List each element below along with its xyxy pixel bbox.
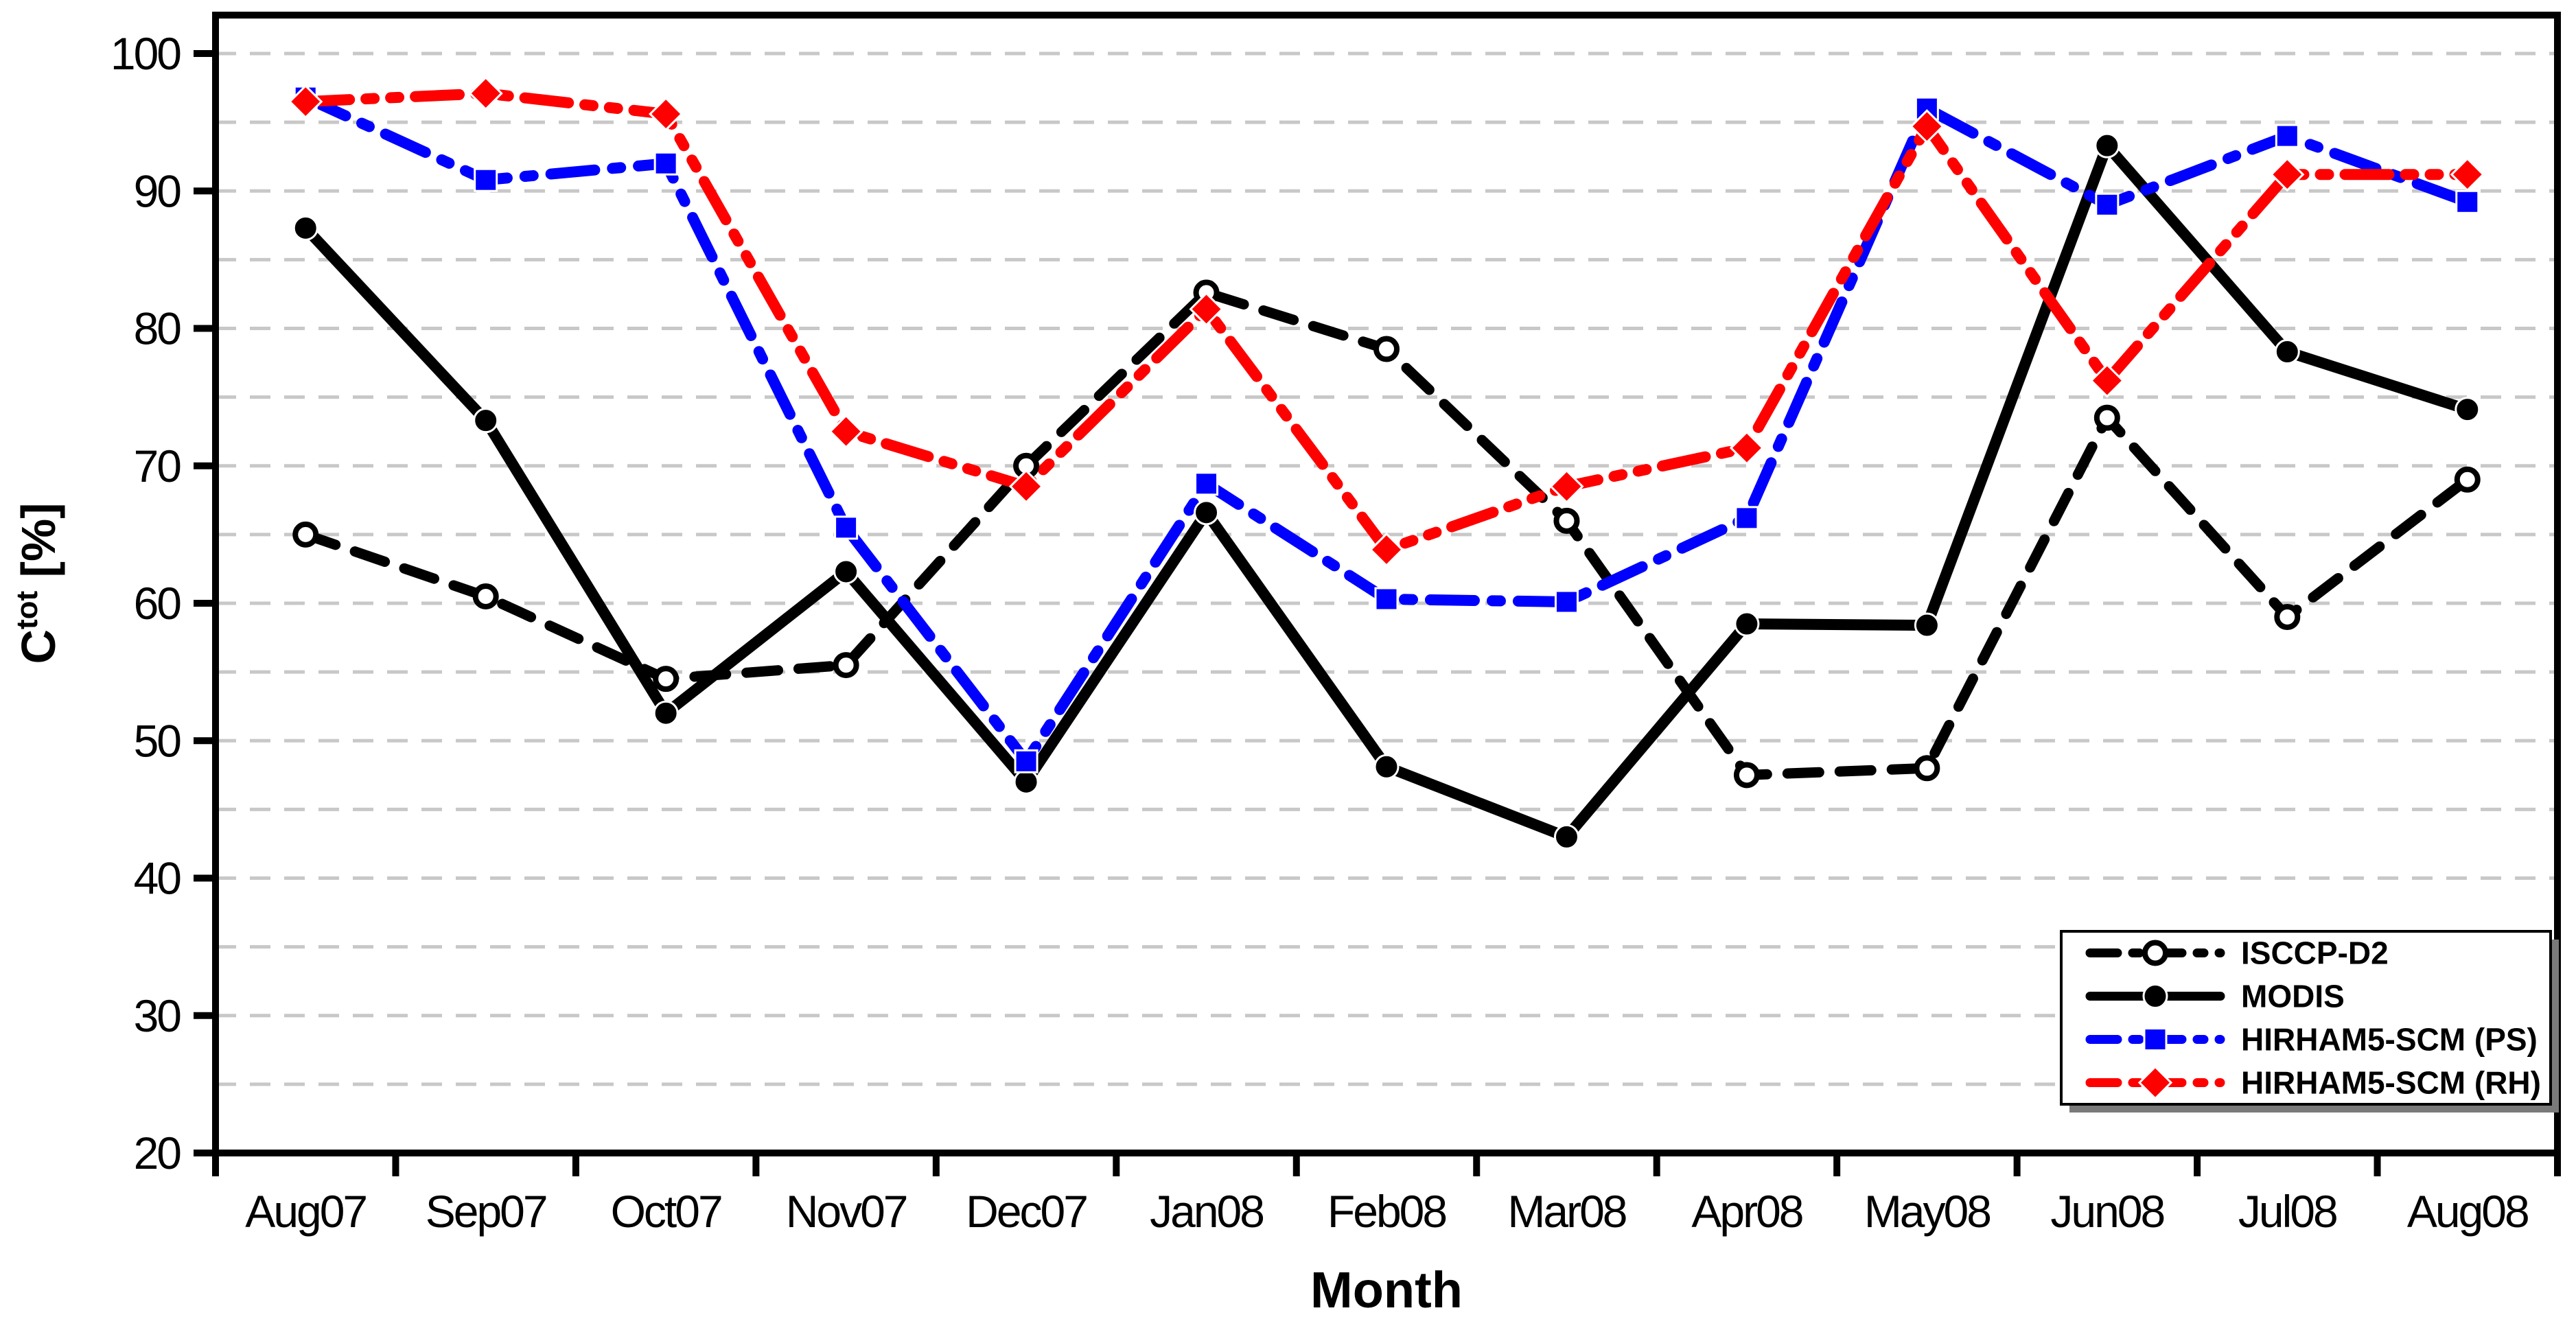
- y-axis-title: Ctot [%]: [10, 502, 65, 664]
- x-tick-label: Jun08: [2050, 1186, 2163, 1237]
- data-point-marker: [292, 215, 318, 241]
- legend: ISCCP-D2 MODIS HIRHAM5-SCM (PS) HIRHAM5-SCM…: [2060, 930, 2559, 1113]
- y-tick-label: 30: [134, 990, 181, 1041]
- data-point-marker: [649, 96, 684, 132]
- plot-frame: [212, 12, 2561, 1156]
- y-tick-label: 80: [134, 303, 181, 354]
- series-markers-isccp-d2: [292, 279, 2481, 789]
- data-point-marker: [468, 75, 503, 111]
- data-point-marker: [1553, 507, 1580, 534]
- data-point-marker: [2095, 192, 2120, 217]
- data-point-marker: [833, 652, 859, 679]
- data-point-marker: [1729, 430, 1765, 465]
- data-point-marker: [292, 521, 319, 548]
- y-tick-label: 100: [111, 28, 181, 79]
- legend-label: HIRHAM5-SCM (RH): [2241, 1065, 2541, 1101]
- data-point-marker: [1734, 611, 1760, 637]
- data-point-marker: [472, 583, 499, 609]
- y-tick-label: 60: [134, 578, 181, 629]
- x-tick-label: Jul08: [2238, 1186, 2336, 1237]
- data-point-marker: [653, 151, 678, 176]
- data-point-marker: [1013, 769, 1039, 795]
- legend-item: HIRHAM5-SCM (PS): [2085, 1022, 2538, 1058]
- legend-label: MODIS: [2241, 979, 2345, 1014]
- data-point-marker: [474, 167, 498, 192]
- legend-label: ISCCP-D2: [2241, 935, 2389, 971]
- data-point-marker: [834, 515, 859, 540]
- data-point-marker: [1194, 471, 1219, 496]
- data-point-marker: [828, 414, 863, 449]
- data-point-marker: [473, 408, 499, 434]
- legend-box: [2060, 930, 2552, 1106]
- x-axis-title: Month: [1310, 1261, 1463, 1318]
- data-point-marker: [1374, 587, 1399, 611]
- legend-marker: [2137, 1065, 2173, 1100]
- data-point-marker: [2275, 124, 2299, 148]
- data-point-marker: [2274, 604, 2301, 631]
- data-point-marker: [1554, 590, 1579, 614]
- legend-label: HIRHAM5-SCM (PS): [2241, 1022, 2538, 1058]
- data-point-marker: [2089, 363, 2124, 398]
- legend-marker: [2142, 983, 2168, 1009]
- data-point-marker: [1194, 500, 1220, 526]
- series-markers-modis: [292, 132, 2481, 850]
- data-point-marker: [2455, 397, 2481, 423]
- data-point-marker: [1914, 96, 1939, 121]
- x-tick-label: Aug08: [2407, 1186, 2528, 1237]
- data-point-marker: [2450, 157, 2485, 192]
- data-point-marker: [653, 666, 680, 692]
- data-point-marker: [1914, 612, 1940, 638]
- x-tick-label: May08: [1864, 1186, 1990, 1237]
- data-point-marker: [1373, 336, 1400, 362]
- y-tick-label: 50: [134, 715, 181, 766]
- data-point-marker: [2454, 466, 2481, 493]
- y-tick-label: 70: [134, 441, 181, 491]
- legend-item: HIRHAM5-SCM (RH): [2085, 1065, 2541, 1101]
- data-point-marker: [2270, 157, 2305, 192]
- data-point-marker: [2094, 132, 2120, 159]
- y-tick-label: 20: [134, 1128, 181, 1178]
- x-tick-label: Dec07: [966, 1186, 1087, 1237]
- x-tick-label: Sep07: [426, 1186, 546, 1237]
- data-point-marker: [1733, 762, 1760, 789]
- x-tick-label: Nov07: [786, 1186, 907, 1237]
- legend-item: MODIS: [2085, 979, 2345, 1014]
- x-tick-label: Apr08: [1691, 1186, 1802, 1237]
- data-point-marker: [1734, 506, 1759, 531]
- data-point-marker: [1549, 469, 1584, 504]
- data-point-marker: [2093, 404, 2120, 431]
- data-point-marker: [833, 559, 859, 585]
- x-tick-label: Feb08: [1327, 1186, 1446, 1237]
- data-point-marker: [288, 84, 323, 119]
- legend-item: ISCCP-D2: [2085, 935, 2389, 971]
- series-markers-hirham5-scm-rh-: [288, 75, 2485, 568]
- data-point-marker: [1189, 292, 1224, 327]
- x-tick-label: Mar08: [1507, 1186, 1625, 1237]
- data-point-marker: [2455, 189, 2480, 214]
- data-point-marker: [1008, 469, 1044, 504]
- data-point-marker: [1014, 749, 1038, 773]
- y-tick-label: 40: [134, 853, 181, 904]
- data-point-marker: [653, 700, 679, 726]
- data-point-marker: [1553, 824, 1579, 850]
- legend-marker: [2142, 940, 2168, 966]
- data-point-marker: [2274, 339, 2300, 365]
- data-point-marker: [1369, 532, 1404, 568]
- data-point-marker: [1373, 754, 1400, 780]
- x-tick-label: Aug07: [245, 1186, 366, 1237]
- data-point-marker: [1914, 755, 1940, 782]
- x-tick-label: Jan08: [1150, 1186, 1263, 1237]
- data-point-marker: [1910, 109, 1945, 144]
- x-tick-label: Oct07: [611, 1186, 721, 1237]
- legend-marker: [2143, 1027, 2168, 1051]
- y-tick-label: 90: [134, 165, 181, 216]
